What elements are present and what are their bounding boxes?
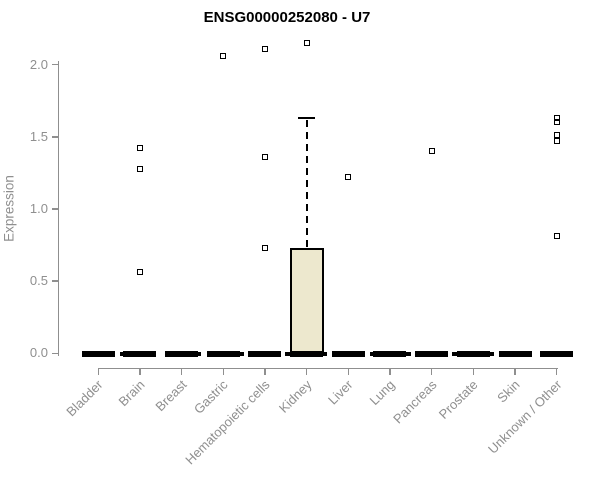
outlier-point: [553, 132, 560, 139]
outlier-point: [553, 115, 560, 122]
outlier-point: [261, 154, 268, 161]
x-axis-tick: [264, 369, 266, 375]
y-tick-label: 1.0: [29, 201, 48, 216]
kidney-whisker-cap: [298, 117, 316, 120]
x-axis-tick: [180, 369, 183, 375]
y-tick-label: 2.0: [29, 56, 48, 72]
zero-value-point: [521, 352, 527, 356]
x-axis-tick: [430, 369, 433, 375]
outlier-point: [136, 165, 143, 172]
outlier-point: [303, 40, 310, 47]
y-tick-label: 0.0: [29, 345, 48, 361]
y-axis-tick: [51, 280, 58, 282]
zero-value-point: [196, 352, 202, 356]
x-axis-tick: [139, 369, 141, 375]
kidney-upper-whisker: [305, 120, 308, 248]
category-zero-box: [123, 351, 157, 357]
outlier-point: [553, 119, 560, 126]
category-zero-box: [290, 351, 324, 357]
x-axis-tick: [389, 369, 391, 375]
zero-value-point: [285, 352, 291, 356]
outlier-point: [136, 269, 143, 276]
outlier-point: [261, 45, 268, 52]
category-zero-box: [165, 351, 199, 357]
outlier-point: [553, 138, 560, 145]
outlier-point: [220, 53, 227, 60]
outlier-point: [428, 148, 435, 155]
zero-value-point: [119, 352, 125, 356]
x-axis-tick: [97, 369, 100, 375]
outlier-point: [553, 233, 560, 240]
x-axis-tick: [222, 369, 225, 375]
x-axis-tick: [305, 369, 308, 375]
category-zero-box: [206, 351, 240, 357]
chart-title: ENSG00000252080 - U7: [203, 9, 371, 26]
y-axis-tick: [51, 352, 58, 355]
category-zero-box: [540, 351, 574, 357]
y-tick-label: 0.5: [29, 273, 48, 289]
kidney-box: [289, 247, 324, 356]
x-axis-tick: [472, 369, 475, 375]
zero-value-point: [488, 352, 494, 356]
zero-value-point: [321, 352, 327, 356]
zero-value-point: [369, 352, 375, 356]
outlier-point: [345, 174, 352, 181]
zero-value-point: [150, 352, 156, 356]
category-zero-box: [498, 351, 532, 357]
category-zero-box: [331, 351, 365, 357]
category-zero-box: [248, 351, 282, 357]
category-zero-box: [373, 351, 407, 357]
x-axis-tick: [347, 369, 350, 375]
y-axis-tick: [51, 136, 58, 138]
outlier-point: [261, 244, 268, 251]
y-axis-tick: [51, 63, 58, 66]
zero-value-point: [238, 352, 244, 356]
x-axis-tick: [555, 369, 558, 375]
x-axis-tick: [514, 369, 516, 375]
zero-value-point: [406, 352, 412, 356]
category-zero-box: [81, 351, 115, 357]
zero-value-point: [451, 352, 457, 356]
category-zero-box: [415, 351, 449, 357]
y-axis-tick: [51, 208, 58, 210]
outlier-point: [136, 145, 143, 152]
category-zero-box: [456, 351, 490, 357]
x-axis-line: [98, 367, 558, 369]
y-axis-line: [57, 61, 59, 356]
y-tick-label: 1.5: [29, 128, 48, 144]
